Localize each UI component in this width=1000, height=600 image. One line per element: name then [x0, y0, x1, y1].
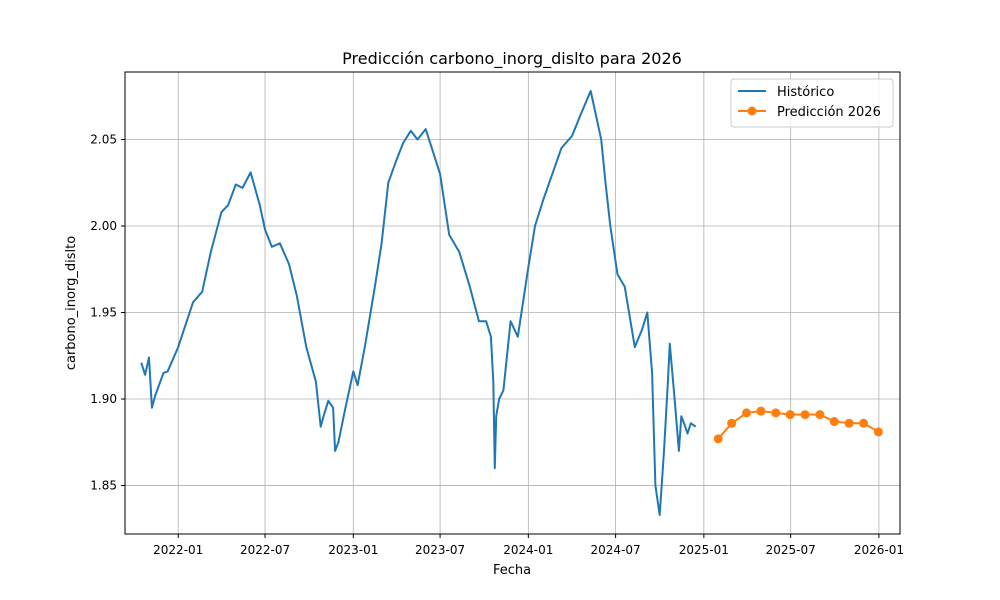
legend-marker-prediccion: [747, 106, 757, 116]
y-axis-label: carbono_inorg_dislto: [64, 236, 79, 370]
y-tick-label: 1.85: [90, 479, 117, 493]
legend-label-historico: Histórico: [777, 85, 834, 100]
prediction-point: [829, 417, 839, 427]
series-line-1: [717, 410, 879, 440]
prediction-point: [742, 408, 752, 418]
x-tick-label: 2024-07: [591, 543, 641, 557]
legend-label-prediccion: Predicción 2026: [777, 105, 881, 120]
chart-title: Predicción carbono_inorg_dislto para 202…: [342, 49, 682, 69]
prediction-point: [727, 418, 737, 428]
x-tick-label: 2022-01: [153, 543, 203, 557]
x-axis-label: Fecha: [493, 563, 531, 578]
x-tick-label: 2023-07: [415, 543, 465, 557]
y-axis: 1.85 1.90 1.95 2.00 2.05: [90, 132, 125, 493]
prediction-point: [713, 434, 723, 444]
y-tick-label: 2.05: [90, 132, 117, 146]
series-layer: [140, 90, 883, 516]
x-tick-label: 2026-01: [854, 543, 904, 557]
x-tick-label: 2025-07: [766, 543, 816, 557]
x-tick-label: 2024-01: [503, 543, 553, 557]
plot-frame: [124, 71, 901, 535]
prediction-point: [815, 410, 825, 420]
x-axis: 2022-01 2022-07 2023-01 2023-07 2024-01 2024-…: [153, 534, 904, 557]
y-tick-label: 2.00: [90, 219, 117, 233]
series-line-0: [140, 90, 697, 516]
prediction-point: [785, 410, 795, 420]
x-tick-label: 2025-01: [679, 543, 729, 557]
legend-box: [730, 78, 894, 128]
y-tick-label: 1.95: [90, 306, 117, 320]
prediction-point: [844, 418, 854, 428]
x-tick-label: 2023-01: [328, 543, 378, 557]
grid: [125, 72, 900, 534]
prediction-point: [800, 410, 810, 420]
y-tick-label: 1.90: [90, 392, 117, 406]
prediction-point: [756, 406, 766, 416]
prediction-point: [771, 408, 781, 418]
prediction-point: [873, 427, 883, 437]
prediction-point: [859, 418, 869, 428]
x-tick-label: 2022-07: [240, 543, 290, 557]
legend: Histórico Predicción 2026: [730, 78, 894, 128]
